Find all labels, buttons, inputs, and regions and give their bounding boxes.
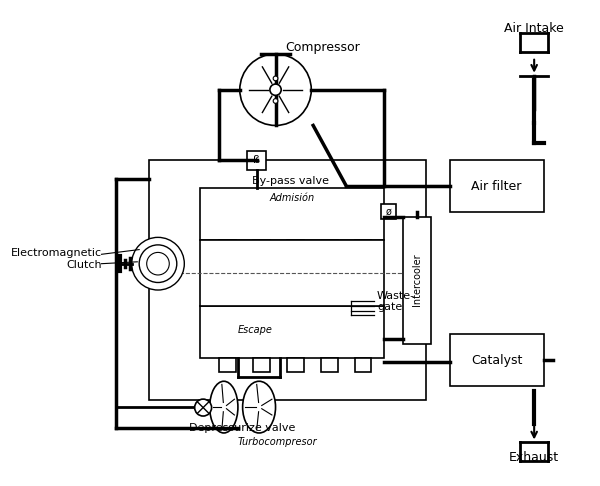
Bar (200, 306, 383, 358)
Text: Compressor: Compressor (285, 41, 359, 54)
Circle shape (240, 54, 311, 125)
Bar (287, 240, 304, 254)
Bar (247, 151, 266, 170)
Text: Waste-
gate: Waste- gate (377, 291, 415, 312)
Bar (200, 189, 383, 240)
Bar (381, 205, 396, 220)
Text: By-pass valve: By-pass valve (252, 176, 329, 186)
Bar (253, 358, 270, 372)
Bar (449, 334, 544, 386)
Bar (200, 240, 383, 306)
Circle shape (131, 237, 184, 290)
Bar (253, 240, 270, 254)
Circle shape (270, 84, 281, 95)
Circle shape (194, 399, 212, 416)
Text: Turbocompresor: Turbocompresor (238, 437, 317, 448)
Text: Air filter: Air filter (472, 180, 522, 192)
Text: Air Intake: Air Intake (504, 22, 564, 35)
Bar (219, 358, 236, 372)
Ellipse shape (242, 381, 275, 433)
Bar (287, 358, 304, 372)
Circle shape (273, 76, 278, 81)
Bar (320, 240, 338, 254)
Bar (355, 240, 371, 254)
Bar (355, 358, 371, 372)
Bar (403, 217, 431, 344)
Text: Depressurize valve: Depressurize valve (189, 423, 295, 434)
Bar (219, 240, 236, 254)
Text: ß: ß (253, 155, 260, 165)
Text: Exhaust: Exhaust (509, 451, 559, 464)
Circle shape (273, 99, 278, 104)
Text: Escape: Escape (238, 325, 273, 334)
Text: ø: ø (385, 207, 391, 217)
Text: Intercooler: Intercooler (412, 254, 422, 307)
Bar (449, 160, 544, 212)
Circle shape (146, 252, 169, 275)
Bar (320, 358, 338, 372)
Circle shape (139, 245, 177, 282)
Text: Electromagnetic
Clutch: Electromagnetic Clutch (10, 248, 101, 270)
Text: Catalyst: Catalyst (471, 354, 522, 366)
Text: Admisión: Admisión (269, 193, 314, 203)
Ellipse shape (210, 381, 238, 433)
Bar (149, 160, 426, 400)
